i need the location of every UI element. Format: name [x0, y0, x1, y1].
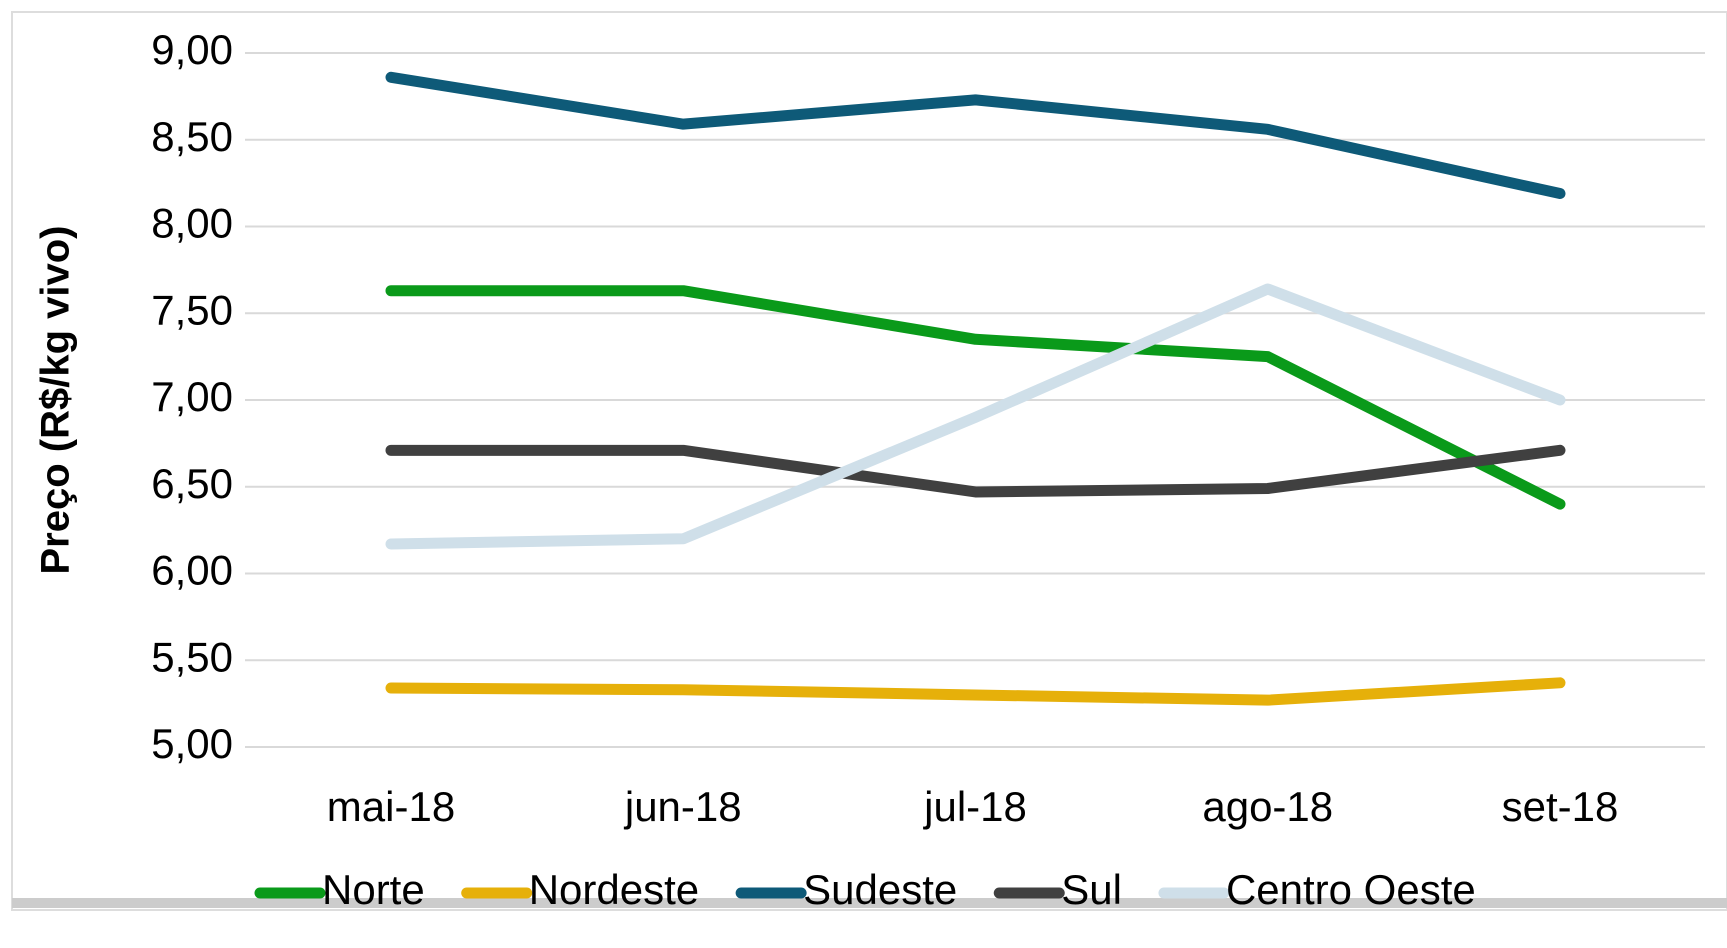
bottom-band — [12, 898, 1727, 908]
x-tick-label: ago-18 — [1202, 783, 1333, 830]
y-axis-label: Preço (R$/kg vivo) — [34, 225, 78, 574]
x-tick-label: jul-18 — [922, 783, 1027, 830]
y-tick-label: 8,50 — [151, 113, 233, 160]
y-tick-label: 5,50 — [151, 633, 233, 680]
legend-label: Sul — [1061, 866, 1122, 913]
series-line — [385, 285, 1566, 510]
y-tick-label: 6,50 — [151, 460, 233, 507]
legend-label: Sudeste — [803, 866, 957, 913]
legend-label: Nordeste — [529, 866, 699, 913]
y-tick-label: 7,50 — [151, 286, 233, 333]
legend-label: Centro Oeste — [1226, 866, 1476, 913]
legend-label: Norte — [322, 866, 425, 913]
y-tick-label: 5,00 — [151, 720, 233, 767]
series-line — [385, 71, 1566, 200]
y-tick-label: 8,00 — [151, 200, 233, 247]
x-tick-label: jun-18 — [623, 783, 742, 830]
series-line — [385, 444, 1566, 498]
y-tick-label: 9,00 — [151, 26, 233, 73]
x-tick-label: mai-18 — [327, 783, 455, 830]
series-line — [385, 283, 1566, 550]
x-tick-label: set-18 — [1502, 783, 1619, 830]
y-tick-label: 6,00 — [151, 547, 233, 594]
y-tick-label: 7,00 — [151, 373, 233, 420]
series-line — [385, 677, 1566, 706]
